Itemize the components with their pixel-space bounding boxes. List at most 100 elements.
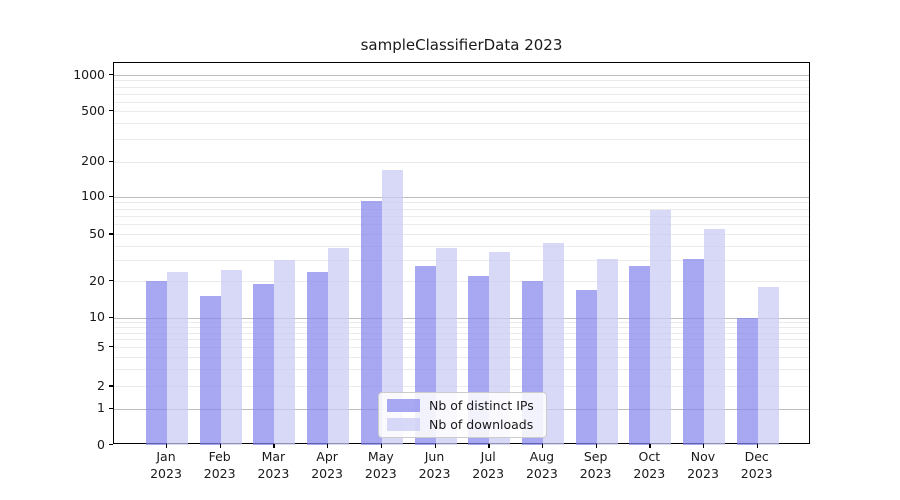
x-tick-label-feb: Feb 2023 (203, 449, 236, 481)
x-tick-mark-nov (703, 444, 705, 448)
x-tick-mark-oct (649, 444, 651, 448)
x-tick-mark-dec (756, 444, 759, 448)
x-tick-label-jun: Jun 2023 (418, 449, 451, 481)
bar-downloads-apr (328, 248, 350, 445)
y-tick-label-50: 50 (89, 225, 105, 241)
legend-swatch-distinct-ips (387, 399, 420, 412)
bar-distinct-ips-nov (683, 258, 704, 445)
bar-distinct-ips-oct (629, 265, 651, 445)
x-tick-label-apr: Apr 2023 (311, 449, 343, 481)
bar-distinct-ips-apr (307, 271, 329, 445)
y-tick-label-10: 10 (89, 309, 105, 325)
y-tick-label-500: 500 (81, 102, 105, 118)
gridline-8 (114, 327, 809, 329)
y-tick-label-2: 2 (97, 377, 105, 393)
legend-label-downloads: Nb of downloads (429, 417, 534, 432)
legend-entry-downloads: Nb of downloads (387, 417, 538, 432)
bar-distinct-ips-mar (253, 283, 275, 445)
x-tick-label-jan: Jan 2023 (150, 449, 182, 481)
bar-distinct-ips-may (360, 201, 382, 445)
gridline-700 (114, 93, 809, 95)
x-tick-mark-jan (166, 444, 168, 448)
x-tick-label-dec: Dec 2023 (740, 449, 773, 481)
gridline-400 (114, 123, 809, 125)
gridline-50 (114, 234, 809, 236)
bar-downloads-nov (704, 229, 725, 445)
x-tick-mark-aug (541, 444, 544, 448)
x-tick-mark-may (380, 444, 383, 448)
legend: Nb of distinct IPs Nb of downloads (378, 392, 547, 438)
gridline-500 (114, 111, 809, 112)
x-tick-mark-jun (434, 444, 436, 448)
y-tick-mark-20 (109, 280, 113, 282)
y-tick-label-0: 0 (97, 436, 105, 452)
legend-label-distinct-ips: Nb of distinct IPs (429, 398, 534, 413)
gridline-800 (114, 86, 809, 88)
bar-downloads-jan (167, 271, 188, 445)
x-tick-label-oct: Oct 2023 (633, 449, 666, 481)
y-tick-mark-200 (109, 160, 113, 163)
y-tick-mark-0 (109, 444, 113, 446)
y-tick-label-1000: 1000 (73, 66, 105, 82)
bar-downloads-oct (650, 210, 672, 445)
gridline-4 (114, 356, 809, 358)
bar-downloads-mar (274, 260, 296, 445)
y-tick-mark-100 (109, 195, 113, 198)
gridline-10 (114, 317, 809, 319)
bar-downloads-feb (220, 269, 242, 445)
gridline-90 (114, 202, 809, 204)
gridline-70 (114, 216, 809, 218)
plot-area (113, 62, 810, 445)
gridline-600 (114, 101, 809, 103)
bar-downloads-sep (596, 258, 618, 445)
gridline-20 (114, 281, 809, 282)
x-tick-label-aug: Aug 2023 (525, 449, 558, 481)
y-tick-mark-500 (109, 110, 113, 112)
bar-distinct-ips-sep (575, 289, 597, 445)
gridline-3 (114, 368, 809, 370)
gridline-60 (114, 224, 809, 226)
legend-swatch-downloads (387, 418, 420, 431)
y-tick-mark-1000 (109, 74, 113, 76)
gridline-300 (114, 139, 809, 141)
y-tick-label-5: 5 (97, 338, 105, 354)
gridline-100 (114, 196, 809, 198)
x-tick-mark-mar (273, 444, 275, 448)
y-tick-label-1: 1 (97, 400, 105, 416)
x-tick-label-nov: Nov 2023 (687, 449, 719, 481)
gridline-7 (114, 332, 809, 334)
gridline-9 (114, 322, 809, 324)
y-tick-mark-10 (109, 316, 113, 319)
gridline-40 (114, 245, 809, 247)
gridline-900 (114, 80, 809, 82)
x-tick-mark-jul (488, 444, 490, 448)
x-tick-mark-sep (595, 444, 597, 448)
bar-distinct-ips-jan (146, 281, 167, 445)
bar-distinct-ips-dec (736, 317, 758, 445)
y-tick-label-100: 100 (81, 188, 105, 204)
legend-entry-distinct-ips: Nb of distinct IPs (387, 398, 538, 413)
y-tick-mark-5 (109, 346, 113, 348)
gridline-2 (114, 386, 809, 388)
x-tick-mark-apr (327, 444, 329, 448)
y-tick-label-200: 200 (81, 153, 105, 169)
x-tick-label-jul: Jul 2023 (472, 449, 505, 481)
gridline-6 (114, 339, 809, 341)
gridline-5 (114, 347, 809, 348)
x-tick-mark-feb (219, 444, 222, 448)
x-tick-label-may: May 2023 (364, 449, 397, 481)
gridline-200 (114, 161, 809, 163)
bar-downloads-may (381, 169, 403, 445)
bar-downloads-aug (542, 243, 564, 445)
gridline-1000 (114, 75, 809, 76)
chart-title: sampleClassifierData 2023 (360, 36, 563, 54)
x-tick-label-sep: Sep 2023 (579, 449, 612, 481)
y-tick-mark-1 (109, 407, 113, 410)
bar-distinct-ips-feb (199, 296, 221, 445)
y-tick-mark-50 (109, 233, 113, 235)
y-tick-label-20: 20 (89, 272, 105, 288)
gridline-80 (114, 208, 809, 210)
y-tick-mark-2 (109, 385, 113, 387)
x-tick-label-mar: Mar 2023 (257, 449, 290, 481)
